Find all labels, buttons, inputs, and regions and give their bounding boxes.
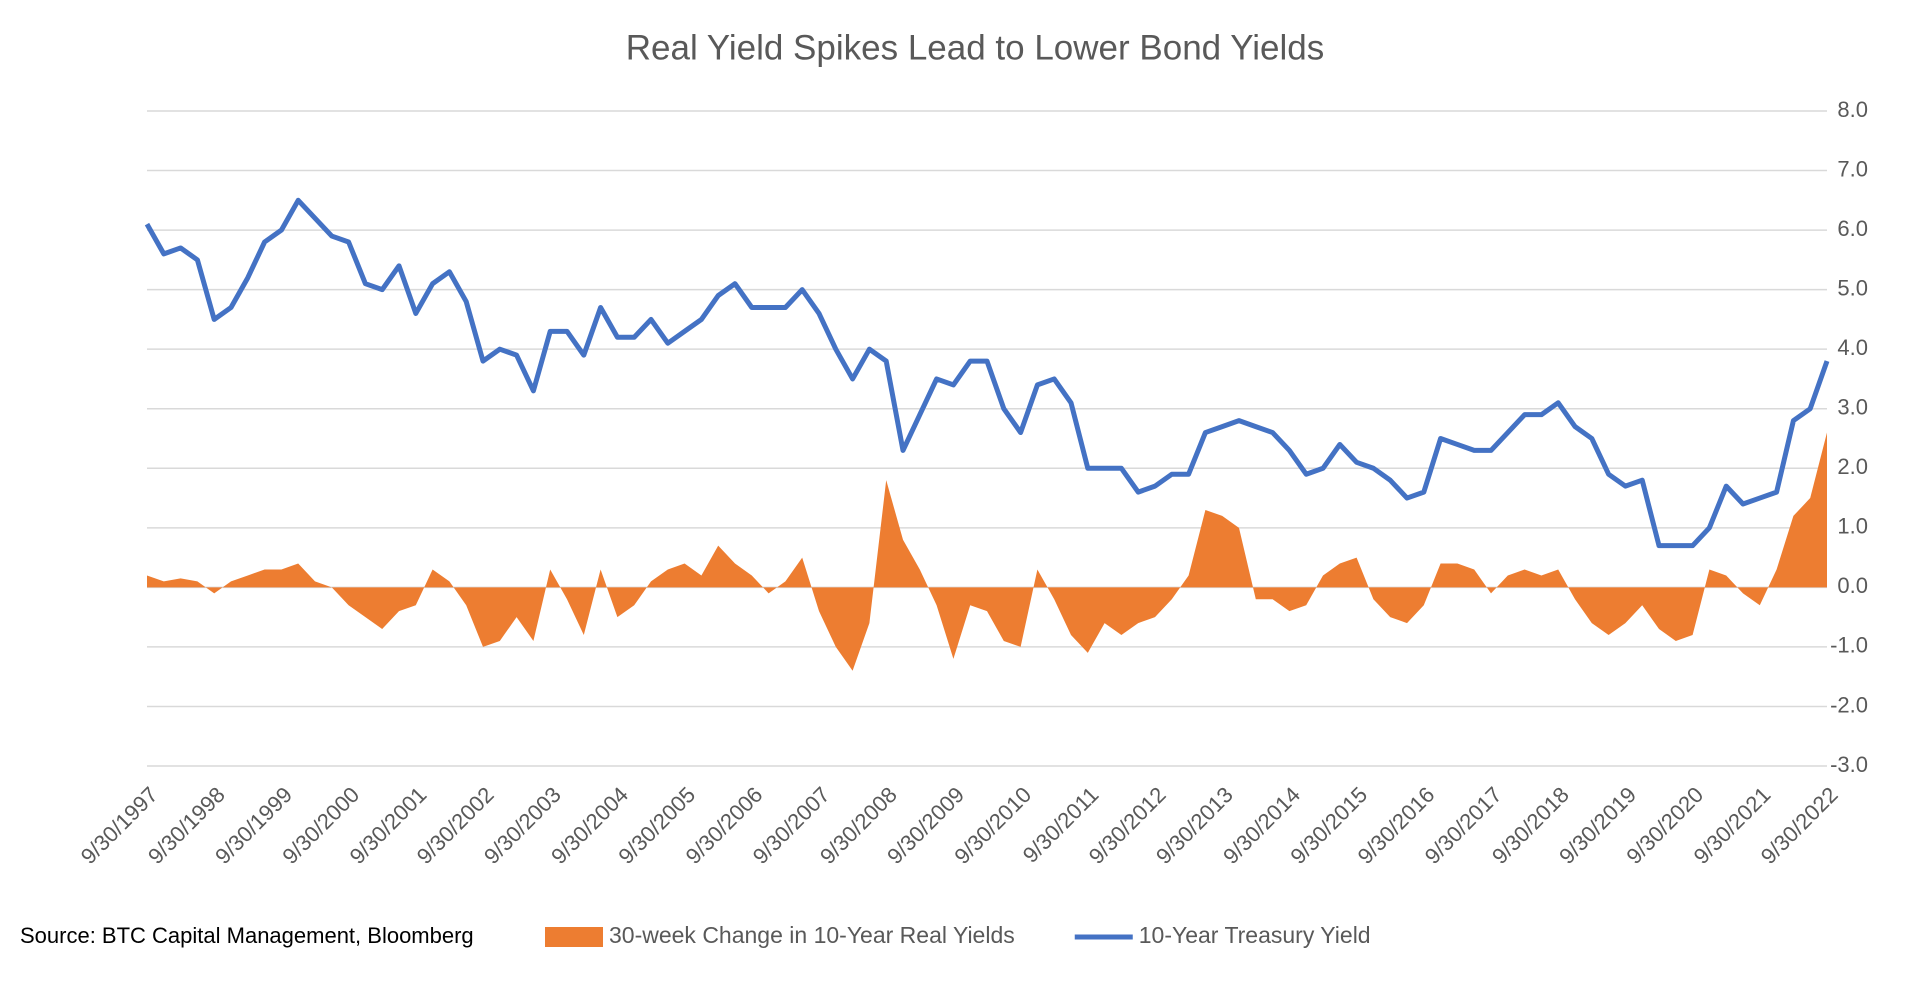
y-tick-label: 7.0 (1837, 156, 1868, 181)
y-tick-label: 1.0 (1837, 514, 1868, 539)
y-tick-label: -3.0 (1830, 752, 1868, 777)
y-tick-label: 5.0 (1837, 275, 1868, 300)
legend-swatch (545, 927, 603, 947)
area (147, 432, 1827, 671)
y-tick-label: 2.0 (1837, 454, 1868, 479)
y-tick-label: 3.0 (1837, 395, 1868, 420)
y-tick-label: -2.0 (1830, 692, 1868, 717)
y-tick-label: 6.0 (1837, 216, 1868, 241)
chart-title: Real Yield Spikes Lead to Lower Bond Yie… (626, 28, 1325, 67)
legend-label: 30-week Change in 10-Year Real Yields (609, 922, 1015, 948)
line (144, 197, 1830, 549)
y-tick-label: 4.0 (1837, 335, 1868, 360)
y-tick-label: -1.0 (1830, 633, 1868, 658)
y-tick-label: 0.0 (1837, 573, 1868, 598)
source: Source: BTC Capital Management, Bloomber… (20, 923, 474, 948)
y-tick-label: 8.0 (1837, 97, 1868, 122)
legend-label: 10-Year Treasury Yield (1139, 922, 1371, 948)
